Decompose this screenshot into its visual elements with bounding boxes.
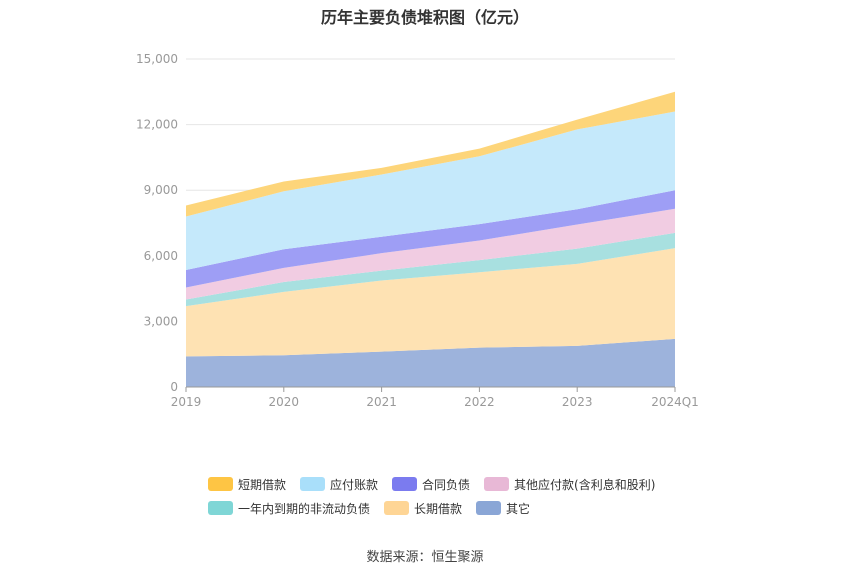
legend-item-accounts-payable[interactable]: 应付账款 — [300, 476, 378, 493]
legend-item-other[interactable]: 其它 — [476, 500, 530, 517]
legend-swatch — [484, 477, 510, 491]
legend-label: 其他应付款(含利息和股利) — [514, 477, 656, 492]
legend-label: 一年内到期的非流动负债 — [238, 501, 371, 516]
legend-label: 短期借款 — [238, 477, 287, 492]
legend-swatch — [392, 477, 418, 491]
x-tick-label: 2023 — [562, 395, 593, 409]
data-source: 数据来源：恒生聚源 — [366, 550, 484, 565]
area-series-1 — [186, 248, 675, 357]
legend-row-1: 短期借款 应付账款 合同负债 其他应付款(含利息和股利) — [208, 472, 728, 496]
y-tick-label: 9,000 — [144, 183, 178, 197]
area-series-4 — [186, 190, 675, 288]
x-tick-label: 2022 — [464, 395, 495, 409]
legend-swatch — [476, 501, 502, 515]
legend-label: 应付账款 — [330, 477, 379, 492]
legend-row-2: 一年内到期的非流动负债 长期借款 其它 — [208, 496, 728, 520]
area-series-6 — [186, 91, 675, 217]
y-tick-label: 6,000 — [144, 249, 178, 263]
area-series-5 — [186, 111, 675, 271]
legend-label: 合同负债 — [422, 477, 471, 492]
x-tick-label: 2024Q1 — [651, 395, 699, 409]
y-tick-label: 3,000 — [144, 314, 178, 328]
area-series-2 — [186, 232, 675, 307]
x-tick-label: 2020 — [269, 395, 300, 409]
legend-swatch — [208, 477, 233, 491]
legend-swatch — [384, 501, 410, 515]
x-tick-label: 2021 — [366, 395, 397, 409]
legend-item-contract-liabilities[interactable]: 合同负债 — [392, 476, 470, 493]
area-series-0 — [186, 338, 675, 387]
y-tick-label: 15,000 — [136, 52, 178, 66]
y-tick-label: 12,000 — [136, 118, 178, 132]
legend-label: 长期借款 — [414, 501, 463, 516]
y-tick-label: 0 — [170, 380, 178, 394]
area-series-3 — [186, 208, 675, 300]
legend-swatch — [208, 501, 233, 515]
legend-item-current-noncurrent[interactable]: 一年内到期的非流动负债 — [208, 500, 370, 517]
legend-swatch — [300, 477, 326, 491]
legend-item-short-term-loans[interactable]: 短期借款 — [208, 476, 286, 493]
legend-item-other-payables[interactable]: 其他应付款(含利息和股利) — [484, 476, 655, 493]
x-tick-label: 2019 — [171, 395, 202, 409]
legend-item-long-term-loans[interactable]: 长期借款 — [384, 500, 462, 517]
legend-label: 其它 — [506, 501, 531, 516]
chart-title: 历年主要负债堆积图（亿元） — [320, 8, 529, 27]
legend: 短期借款 应付账款 合同负债 其他应付款(含利息和股利) 一年内到期的非流动负债… — [208, 472, 728, 520]
